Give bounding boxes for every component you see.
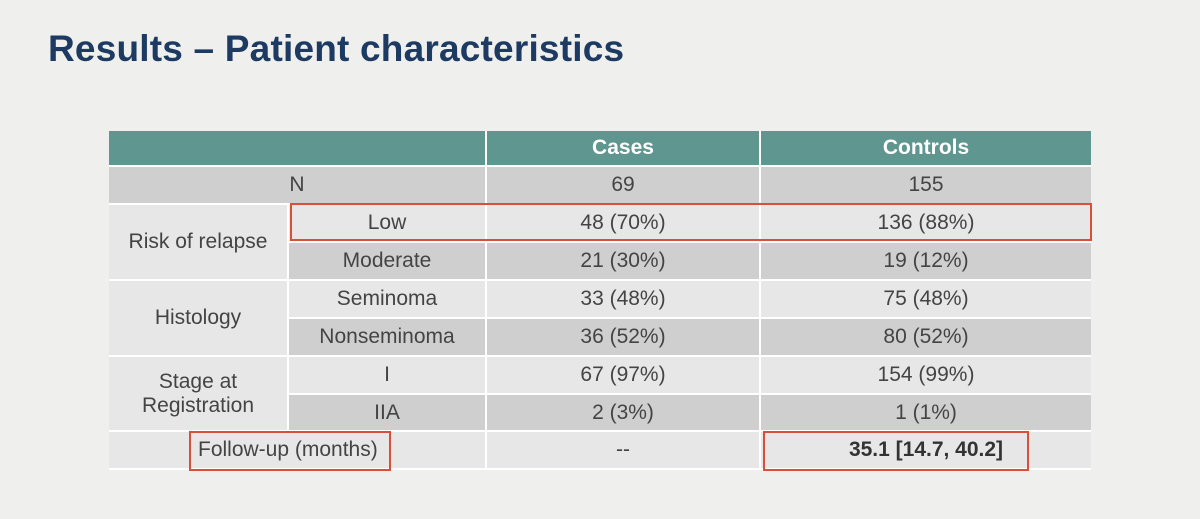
seminoma-label: Seminoma	[288, 280, 487, 319]
stage-iia-controls: 1 (1%)	[760, 394, 1091, 432]
table-row-n: N 69 155	[109, 166, 1091, 205]
header-controls: Controls	[760, 131, 1091, 167]
header-row: Cases Controls	[109, 131, 1091, 167]
stage-i-controls: 154 (99%)	[760, 356, 1091, 395]
histology-group-label: Histology	[109, 280, 289, 357]
risk-moderate-controls: 19 (12%)	[760, 242, 1091, 281]
stage-label-line2: Registration	[141, 393, 255, 417]
risk-moderate-label: Moderate	[288, 242, 487, 281]
stage-i-label: I	[288, 356, 487, 395]
risk-low-label: Low	[288, 204, 487, 243]
stage-iia-cases: 2 (3%)	[486, 394, 761, 432]
header-empty-cell	[109, 131, 487, 167]
followup-label: Follow-up (months)	[109, 431, 487, 470]
seminoma-cases: 33 (48%)	[486, 280, 761, 319]
risk-low-cases: 48 (70%)	[486, 204, 761, 243]
slide-title: Results – Patient characteristics	[48, 28, 625, 69]
table-row-histology-seminoma: Histology Seminoma 33 (48%) 75 (48%)	[109, 280, 1091, 357]
nonseminoma-cases: 36 (52%)	[486, 318, 761, 357]
risk-group-label: Risk of relapse	[109, 204, 289, 281]
table-row-risk-moderate: Moderate 21 (30%) 19 (12%)	[109, 242, 1091, 281]
table-row-risk-low: Risk of relapse Low 48 (70%) 136 (88%)	[109, 204, 1091, 281]
stage-iia-label: IIA	[288, 394, 487, 432]
followup-cases: --	[486, 431, 761, 470]
nonseminoma-controls: 80 (52%)	[760, 318, 1091, 357]
risk-moderate-cases: 21 (30%)	[486, 242, 761, 281]
n-controls: 155	[760, 166, 1091, 205]
table-row-histology-nonseminoma: Nonseminoma 36 (52%) 80 (52%)	[109, 318, 1091, 357]
table-row-stage-iia: IIA 2 (3%) 1 (1%)	[109, 394, 1091, 432]
risk-low-controls: 136 (88%)	[760, 204, 1091, 243]
nonseminoma-label: Nonseminoma	[288, 318, 487, 357]
header-cases: Cases	[486, 131, 761, 167]
stage-group-label: Stage at Registration	[109, 356, 289, 432]
n-label: N	[109, 166, 487, 205]
n-cases: 69	[486, 166, 761, 205]
seminoma-controls: 75 (48%)	[760, 280, 1091, 319]
followup-controls: 35.1 [14.7, 40.2]	[760, 431, 1091, 470]
stage-i-cases: 67 (97%)	[486, 356, 761, 395]
table-row-followup: Follow-up (months) -- 35.1 [14.7, 40.2]	[109, 431, 1091, 470]
patient-characteristics-table-container: Cases Controls N 69 155 Risk of relapse …	[109, 131, 1091, 470]
stage-label-line1: Stage at	[158, 369, 238, 393]
table-row-stage-i: Stage at Registration I 67 (97%) 154 (99%…	[109, 356, 1091, 432]
patient-characteristics-table: Cases Controls N 69 155 Risk of relapse …	[109, 131, 1091, 470]
